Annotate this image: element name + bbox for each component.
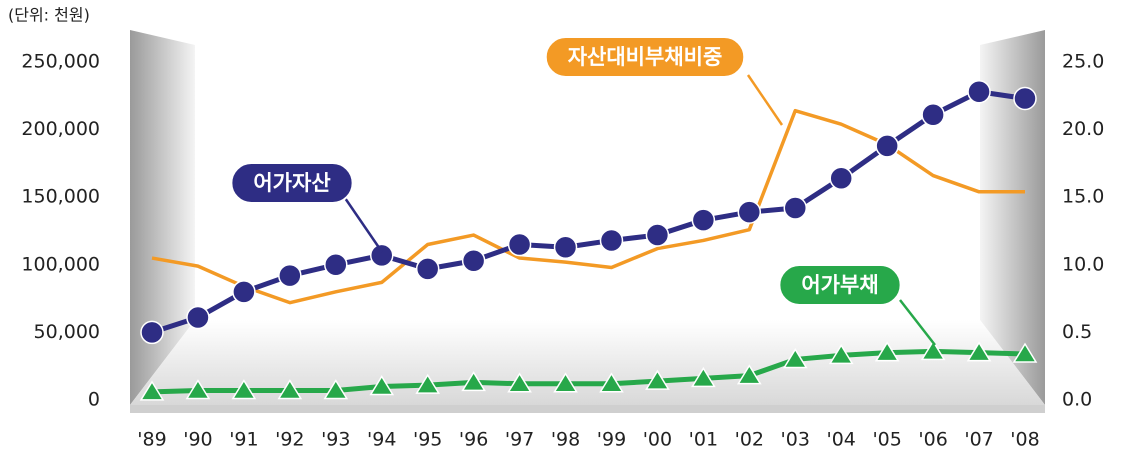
point xyxy=(461,248,486,273)
point xyxy=(277,379,303,400)
point xyxy=(369,243,394,268)
point xyxy=(507,372,532,393)
point xyxy=(324,253,348,277)
x-tick-label: '02 xyxy=(735,429,764,451)
right-wall xyxy=(980,30,1045,405)
point xyxy=(1013,86,1037,111)
x-tick-label: '91 xyxy=(229,429,258,451)
point xyxy=(278,263,302,288)
y2-tick-label: 0.5 xyxy=(1062,321,1092,343)
x-tick-label: '95 xyxy=(413,429,442,451)
point xyxy=(553,235,578,259)
legend-entry: 자산대비부채비중 xyxy=(568,45,723,69)
point xyxy=(921,102,945,127)
x-tick-label: '04 xyxy=(827,429,856,451)
label-pill xyxy=(544,36,746,78)
point xyxy=(645,223,670,247)
series-line xyxy=(151,348,1026,395)
x-tick-label: '94 xyxy=(367,429,396,451)
point xyxy=(599,372,624,393)
x-tick-label: '92 xyxy=(275,429,304,451)
y-tick-label: 200,000 xyxy=(21,118,100,140)
y-tick-label: 100,000 xyxy=(21,253,100,275)
label-pill xyxy=(230,162,354,204)
x-tick-label: '97 xyxy=(505,429,534,451)
point xyxy=(1012,342,1038,363)
point xyxy=(139,380,165,401)
point xyxy=(599,228,624,253)
y-tick-label: 150,000 xyxy=(21,186,100,208)
point xyxy=(737,200,762,224)
point xyxy=(874,341,900,362)
leader-line xyxy=(343,197,384,253)
leader-line xyxy=(746,74,784,126)
point xyxy=(185,379,211,400)
y-tick-label: 50,000 xyxy=(34,321,100,343)
series-label: 어가자산 xyxy=(230,162,354,204)
y2-tick-label: 25.0 xyxy=(1062,51,1104,73)
point xyxy=(415,257,440,281)
point xyxy=(828,343,854,365)
series-label: 자산대비부채비중 xyxy=(544,36,746,78)
x-tick-label: '07 xyxy=(964,429,993,451)
x-tick-label: '01 xyxy=(689,429,718,451)
x-tick-label: '08 xyxy=(1010,429,1039,451)
x-tick-label: '89 xyxy=(137,429,166,451)
legend-entry: 어가부채 xyxy=(801,273,878,297)
point xyxy=(736,364,762,385)
x-tick-label: '03 xyxy=(781,429,810,451)
x-tick-label: '06 xyxy=(918,429,947,451)
series-label: 어가부채 xyxy=(778,264,902,306)
point xyxy=(231,379,257,400)
point xyxy=(140,320,164,345)
y2-tick-label: 20.0 xyxy=(1062,118,1104,140)
x-tick-label: '90 xyxy=(183,429,212,451)
x-tick-label: '93 xyxy=(321,429,350,451)
x-tick-label: '98 xyxy=(551,429,580,451)
x-tick-label: '00 xyxy=(643,429,672,451)
point xyxy=(507,232,532,257)
leader-line xyxy=(899,299,936,346)
y-tick-label: 250,000 xyxy=(21,51,100,73)
y-tick-label: 0 xyxy=(88,389,100,411)
point xyxy=(232,280,256,304)
point xyxy=(323,379,349,400)
unit-label: (단위: 천원) xyxy=(8,6,90,25)
point xyxy=(691,366,716,388)
point xyxy=(829,166,853,191)
floor xyxy=(130,320,1045,405)
point xyxy=(691,208,716,232)
x-tick-label: '05 xyxy=(872,429,901,451)
point xyxy=(461,370,486,392)
point xyxy=(782,348,808,369)
point xyxy=(966,341,992,362)
point xyxy=(920,339,946,361)
floor-edge xyxy=(130,405,1045,413)
point xyxy=(967,79,991,104)
point xyxy=(553,372,578,393)
label-pill xyxy=(778,264,902,306)
y2-tick-label: 15.0 xyxy=(1062,186,1104,208)
point xyxy=(783,196,808,220)
y2-tick-label: 10.0 xyxy=(1062,253,1104,275)
point xyxy=(415,373,441,394)
point xyxy=(186,305,210,330)
x-tick-label: '99 xyxy=(597,429,626,451)
left-wall xyxy=(130,30,195,405)
y2-tick-label: 0.0 xyxy=(1062,389,1092,411)
point xyxy=(645,369,670,390)
x-tick-label: '96 xyxy=(459,429,488,451)
point xyxy=(369,375,395,396)
point xyxy=(875,134,899,158)
legend-entry: 어가자산 xyxy=(253,171,330,195)
